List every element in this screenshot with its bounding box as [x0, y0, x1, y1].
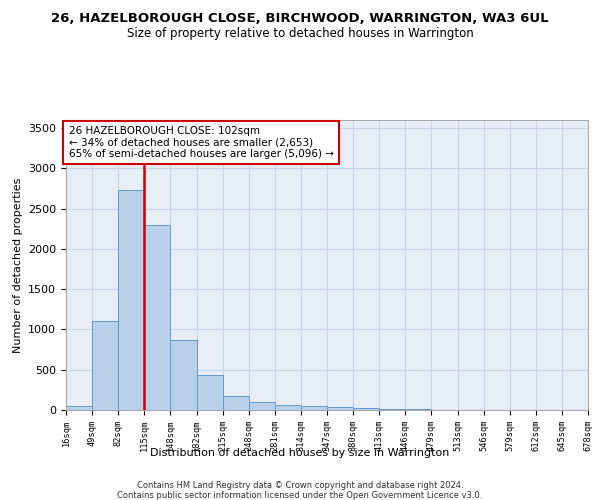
Bar	[223, 396, 249, 410]
Bar	[92, 322, 118, 410]
Text: 26 HAZELBOROUGH CLOSE: 102sqm
← 34% of detached houses are smaller (2,653)
65% o: 26 HAZELBOROUGH CLOSE: 102sqm ← 34% of d…	[68, 126, 334, 159]
Bar	[197, 376, 223, 410]
Bar	[145, 224, 170, 410]
Text: 26, HAZELBOROUGH CLOSE, BIRCHWOOD, WARRINGTON, WA3 6UL: 26, HAZELBOROUGH CLOSE, BIRCHWOOD, WARRI…	[51, 12, 549, 26]
Bar	[118, 190, 145, 410]
Bar	[170, 340, 197, 410]
Bar	[327, 407, 353, 410]
Bar	[379, 409, 406, 410]
Bar	[301, 406, 327, 410]
Bar	[406, 409, 431, 410]
Bar	[353, 408, 379, 410]
Bar	[275, 405, 301, 410]
Text: Contains public sector information licensed under the Open Government Licence v3: Contains public sector information licen…	[118, 491, 482, 500]
Text: Distribution of detached houses by size in Warrington: Distribution of detached houses by size …	[151, 448, 449, 458]
Bar	[66, 406, 92, 410]
Text: Size of property relative to detached houses in Warrington: Size of property relative to detached ho…	[127, 28, 473, 40]
Y-axis label: Number of detached properties: Number of detached properties	[13, 178, 23, 352]
Text: Contains HM Land Registry data © Crown copyright and database right 2024.: Contains HM Land Registry data © Crown c…	[137, 481, 463, 490]
Bar	[249, 402, 275, 410]
